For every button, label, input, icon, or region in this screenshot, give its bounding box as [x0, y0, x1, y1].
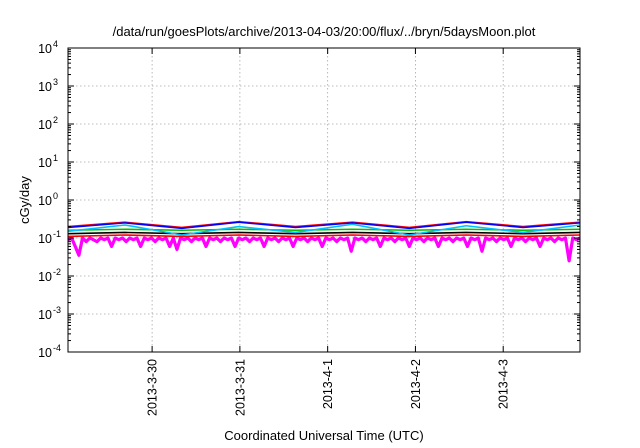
y-tick-base: 10 [38, 156, 52, 170]
y-tick-label: 10 -1 [38, 229, 61, 246]
y-tick-exponent: 0 [53, 191, 58, 201]
series-line-3 [67, 231, 581, 235]
axis-ticks [68, 47, 580, 353]
y-tick-exponent: -3 [53, 305, 61, 315]
y-tick-base: 10 [38, 118, 52, 132]
y-tick-base: 10 [38, 346, 52, 360]
y-tick-label: 10 2 [38, 115, 58, 132]
y-tick-exponent: 2 [53, 115, 58, 125]
y-tick-base: 10 [38, 194, 52, 208]
series-line-7 [67, 221, 581, 230]
y-tick-label: 10 -2 [38, 267, 61, 284]
x-tick-labels: 2013-3-30 2013-3-31 2013-4-1 2013-4-2 2013-4… [146, 359, 511, 416]
y-tick-label: 10 1 [38, 153, 58, 170]
chart-title: /data/run/goesPlots/archive/2013-04-03/2… [113, 24, 536, 39]
y-tick-base: 10 [38, 80, 52, 94]
x-tick-label: 2013-3-30 [146, 359, 160, 416]
y-tick-base: 10 [38, 42, 52, 56]
series-line-1 [67, 236, 581, 263]
x-tick-label: 2013-4-2 [409, 359, 423, 409]
x-tick-label: 2013-4-1 [321, 359, 335, 409]
series-line-2 [67, 234, 581, 238]
y-tick-label: 10 3 [38, 77, 58, 94]
y-tick-exponent: 3 [53, 77, 58, 87]
y-tick-base: 10 [38, 308, 52, 322]
series-line-5 [67, 223, 581, 236]
x-tick-label: 2013-3-31 [233, 359, 247, 416]
x-axis-label: Coordinated Universal Time (UTC) [224, 428, 423, 443]
y-tick-exponent: 1 [53, 153, 58, 163]
y-tick-exponent: -4 [53, 343, 61, 353]
y-tick-label: 10 -4 [38, 343, 61, 360]
y-tick-exponent: -1 [53, 229, 61, 239]
y-tick-label: 10 4 [38, 39, 58, 56]
y-tick-exponent: -2 [53, 267, 61, 277]
y-tick-base: 10 [38, 232, 52, 246]
y-tick-exponent: 4 [53, 39, 58, 49]
series-group [67, 220, 581, 263]
y-axis-label: cGy/day [17, 176, 32, 224]
x-tick-label: 2013-4-3 [497, 359, 511, 409]
y-tick-base: 10 [38, 270, 52, 284]
y-tick-label: 10 0 [38, 191, 58, 208]
y-tick-label: 10 -3 [38, 305, 61, 322]
